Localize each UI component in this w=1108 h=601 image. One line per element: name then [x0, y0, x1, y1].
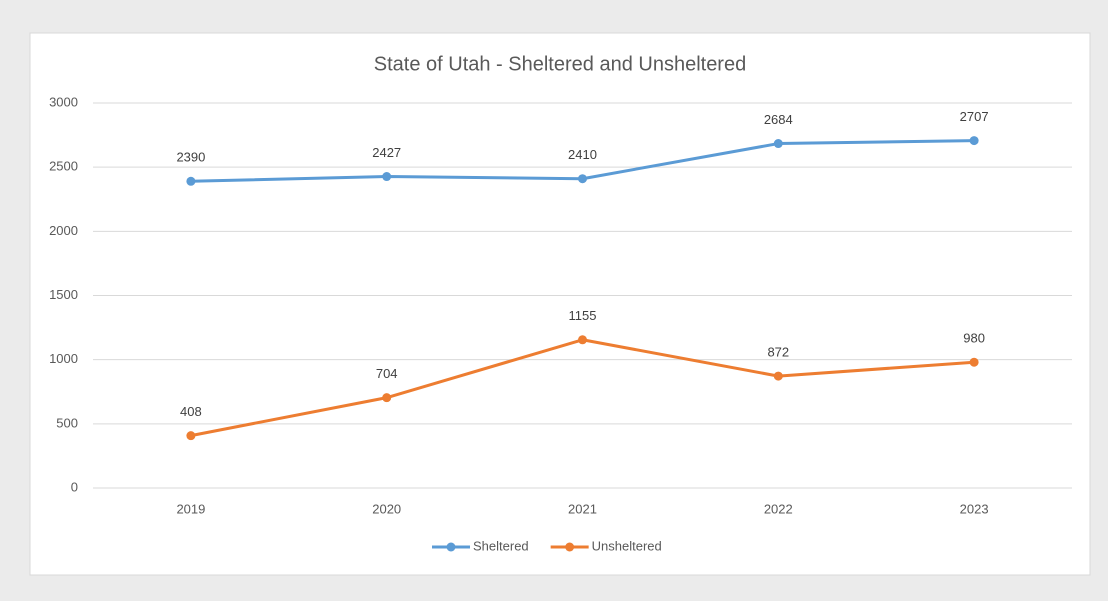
data-label: 408: [180, 404, 202, 419]
y-tick-label: 1000: [49, 351, 78, 366]
legend-label: Sheltered: [473, 538, 529, 553]
data-label: 2707: [960, 109, 989, 124]
point: [773, 139, 783, 149]
data-label: 704: [376, 366, 398, 381]
y-tick-label: 2000: [49, 223, 78, 238]
point: [969, 136, 979, 146]
y-tick-label: 2500: [49, 159, 78, 174]
data-label: 1155: [569, 308, 597, 323]
point: [382, 172, 392, 182]
data-label: 872: [767, 345, 789, 360]
point: [186, 431, 196, 441]
chart-title: State of Utah - Sheltered and Unsheltere…: [374, 53, 746, 75]
x-tick-label: 2020: [372, 501, 401, 516]
legend-marker: [565, 542, 575, 552]
data-label: 980: [963, 331, 985, 346]
x-tick-label: 2021: [568, 501, 597, 516]
data-label: 2410: [568, 147, 597, 162]
legend-marker: [446, 542, 456, 552]
point: [773, 371, 783, 381]
legend-label: Unsheltered: [592, 538, 662, 553]
point: [578, 174, 587, 184]
point: [578, 335, 587, 345]
x-tick-label: 2023: [960, 501, 989, 516]
point: [186, 176, 196, 186]
x-tick-label: 2019: [176, 501, 205, 516]
y-tick-label: 3000: [49, 94, 78, 109]
point: [382, 393, 392, 403]
y-tick-label: 1500: [49, 287, 78, 302]
y-tick-label: 0: [71, 479, 78, 494]
data-label: 2427: [372, 145, 401, 160]
y-tick-label: 500: [56, 415, 78, 430]
data-label: 2390: [176, 150, 205, 165]
point: [969, 357, 979, 367]
x-tick-label: 2022: [764, 501, 793, 516]
chart-area: [29, 32, 1091, 576]
data-label: 2684: [764, 112, 793, 127]
